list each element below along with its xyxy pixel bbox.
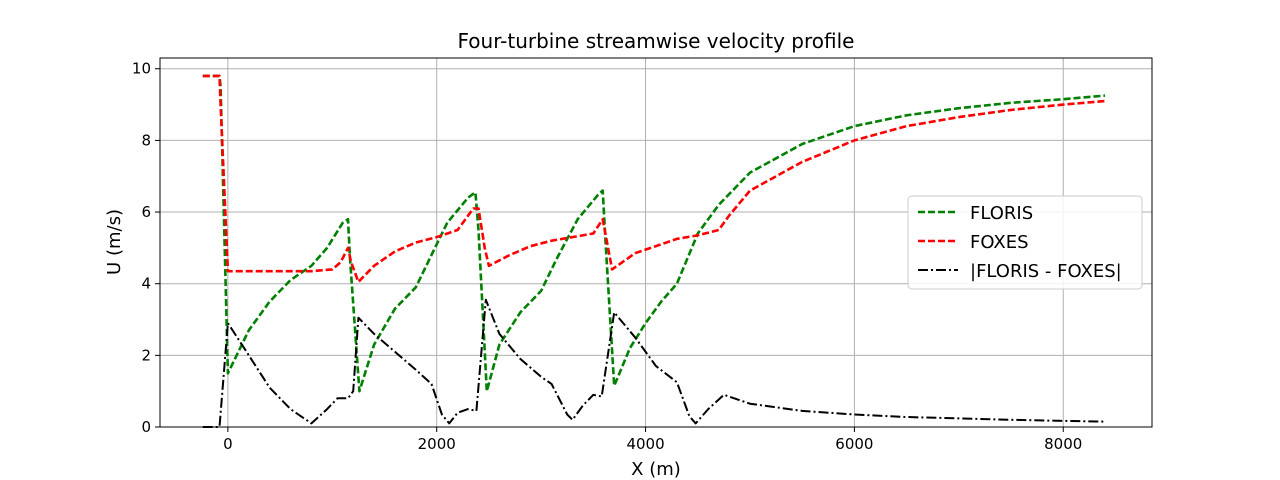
grid-layer <box>160 58 1152 428</box>
ticks-layer: 0 2000 4000 6000 8000 0 2 4 6 8 10 <box>132 60 1082 453</box>
series-layer <box>202 74 1106 428</box>
legend-label-difference: |FLORIS - FOXES| <box>970 261 1122 282</box>
y-tick-label: 6 <box>141 203 151 221</box>
y-tick-label: 8 <box>141 131 151 149</box>
y-tick-label: 10 <box>132 60 151 78</box>
y-tick-label: 2 <box>141 346 151 364</box>
x-axis-label: X (m) <box>631 459 681 480</box>
y-tick-label: 0 <box>141 418 151 436</box>
series-line-foxes <box>202 74 1106 284</box>
series-line-floris <box>202 74 1106 393</box>
series-line-difference <box>202 298 1106 428</box>
y-tick-label: 4 <box>141 275 151 293</box>
x-tick-label: 0 <box>223 435 233 453</box>
plot-frame <box>159 57 1153 428</box>
legend: FLORIS FOXES |FLORIS - FOXES| <box>907 195 1143 290</box>
legend-label-foxes: FOXES <box>970 232 1029 253</box>
x-tick-label: 4000 <box>626 435 664 453</box>
chart-title: Four-turbine streamwise velocity profile <box>458 29 855 53</box>
x-tick-label: 2000 <box>418 435 456 453</box>
y-axis-label: U (m/s) <box>104 209 125 275</box>
x-tick-label: 8000 <box>1044 435 1082 453</box>
legend-box <box>907 195 1143 290</box>
x-tick-label: 6000 <box>835 435 873 453</box>
legend-label-floris: FLORIS <box>970 203 1033 224</box>
